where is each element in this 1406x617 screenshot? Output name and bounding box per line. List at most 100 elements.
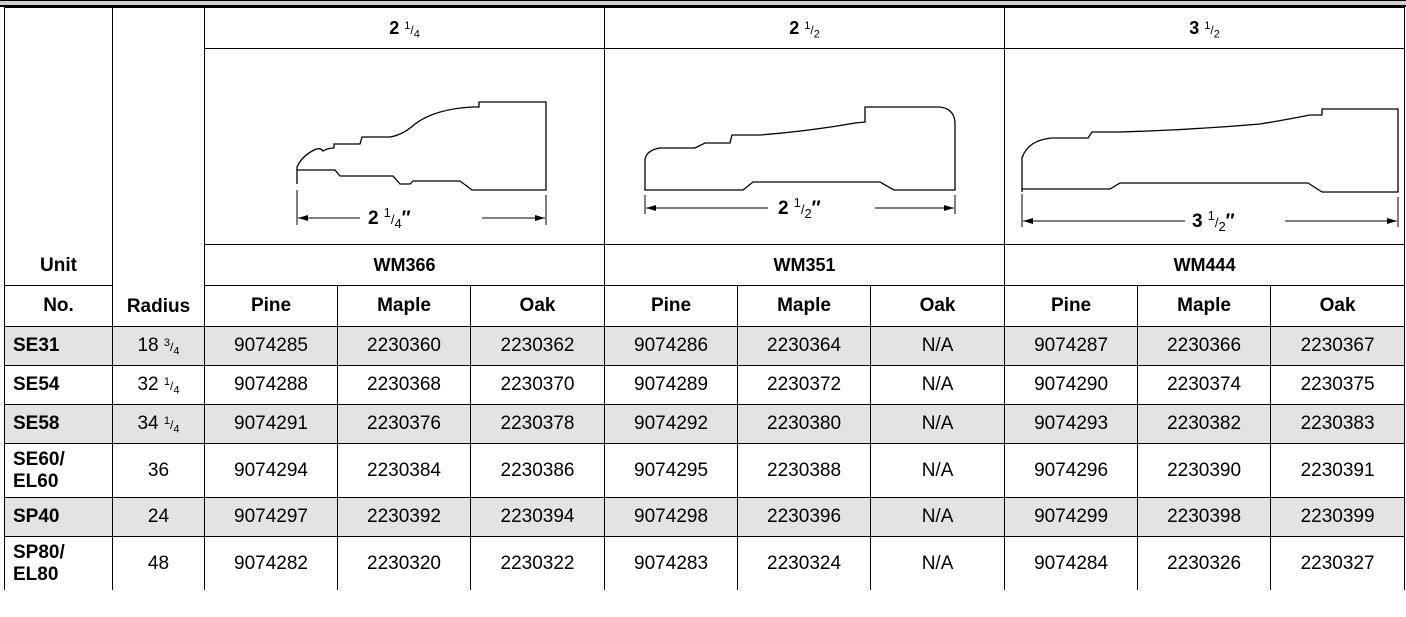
part-number: 9074286 — [604, 326, 739, 366]
profile-wm351: 2 1/2″ — [604, 48, 1006, 245]
radius-label: Radius — [126, 296, 191, 317]
part-number: 2230390 — [1137, 443, 1272, 498]
part-number: 9074297 — [204, 497, 338, 537]
model-header-row: WM366 WM351 WM444 — [5, 244, 1406, 286]
part-number: 2230375 — [1270, 365, 1406, 405]
wood-header-row: No. Pine Maple Oak Pine Maple Oak Pine M… — [4, 285, 1406, 327]
size-fraction: 1/2 — [804, 19, 820, 40]
table-row: SE58 34 1/4 9074291 2230376 2230378 9074… — [4, 404, 1406, 444]
profile-wm444: 3 1/2″ — [1004, 48, 1406, 245]
part-number: N/A — [870, 536, 1006, 590]
size-fraction: 1/2 — [1204, 19, 1220, 40]
molding-profile-drawing-wm444: 3 1/2″ — [1020, 107, 1399, 234]
part-number: 9074289 — [604, 365, 739, 405]
part-number: 2230320 — [337, 536, 471, 590]
unit-number: SE60/EL60 — [4, 443, 113, 498]
size-whole: 3 — [1189, 17, 1200, 38]
unit-number: SE54 — [4, 365, 113, 405]
size-fraction: 1/4 — [404, 19, 420, 40]
part-number: N/A — [870, 497, 1006, 537]
part-number: 2230372 — [737, 365, 872, 405]
table-row: SE60/EL60 36 9074294 2230384 2230386 907… — [4, 443, 1406, 498]
part-number: 9074292 — [604, 404, 739, 444]
part-number: 9074294 — [204, 443, 338, 498]
size-whole: 2 — [389, 17, 400, 38]
dimension-label: 2 1/2″ — [778, 195, 821, 221]
radius-value: 24 — [112, 497, 205, 537]
part-number: 2230386 — [469, 443, 606, 498]
wood-type-header: Maple — [737, 285, 872, 327]
part-number: 2230326 — [1137, 536, 1272, 590]
top-bar — [0, 0, 1406, 7]
casing-table: Unit Radius 2 1/4 2 1/2 3 1/2 — [4, 7, 1406, 590]
model-wm351: WM351 — [604, 244, 1006, 286]
part-number: N/A — [870, 326, 1006, 366]
part-number: 9074293 — [1004, 404, 1139, 444]
dimension-label: 3 1/2″ — [1192, 208, 1235, 234]
dimension-label: 2 1/4″ — [368, 205, 411, 231]
part-number: 9074283 — [604, 536, 739, 590]
part-number: 9074284 — [1004, 536, 1139, 590]
unit-no-header: Unit — [4, 7, 113, 286]
part-number: 2230382 — [1137, 404, 1272, 444]
wood-type-header: Oak — [1270, 285, 1406, 327]
part-number: 9074287 — [1004, 326, 1139, 366]
part-number: 2230376 — [337, 404, 471, 444]
part-number: 2230324 — [737, 536, 872, 590]
part-number: 2230380 — [737, 404, 872, 444]
wood-type-header: Oak — [469, 285, 606, 327]
part-number: 2230378 — [469, 404, 606, 444]
wood-type-header: Oak — [870, 285, 1006, 327]
unit-label-line1: Unit — [40, 255, 77, 277]
part-number: 2230388 — [737, 443, 872, 498]
radius-value: 36 — [112, 443, 205, 498]
unit-number: SE31 — [4, 326, 113, 366]
part-number: N/A — [870, 404, 1006, 444]
part-number: 2230366 — [1137, 326, 1272, 366]
table-row: SP80/EL80 48 9074282 2230320 2230322 907… — [4, 536, 1406, 590]
radius-header: Radius — [112, 7, 205, 327]
unit-no-label-line2: No. — [4, 285, 113, 327]
part-number: 9074298 — [604, 497, 739, 537]
wood-type-header: Maple — [1137, 285, 1272, 327]
wood-type-header: Maple — [337, 285, 471, 327]
part-number: 9074282 — [204, 536, 338, 590]
part-number: 2230368 — [337, 365, 471, 405]
part-number: 2230370 — [469, 365, 606, 405]
radius-value: 18 3/4 — [112, 326, 205, 366]
part-number: 2230391 — [1270, 443, 1406, 498]
part-number: 2230362 — [469, 326, 606, 366]
wood-type-header: Pine — [604, 285, 739, 327]
part-number: 9074295 — [604, 443, 739, 498]
part-number: N/A — [870, 443, 1006, 498]
part-number: 2230396 — [737, 497, 872, 537]
molding-profile-drawing-wm366: 2 1/4″ — [295, 100, 547, 231]
molding-profile-drawing-wm351: 2 1/2″ — [643, 105, 956, 221]
part-number: 2230327 — [1270, 536, 1406, 590]
part-number: 2230399 — [1270, 497, 1406, 537]
part-number: 9074285 — [204, 326, 338, 366]
part-number: 2230322 — [469, 536, 606, 590]
size-header-wm444: 3 1/2 — [1004, 7, 1406, 49]
part-number: 2230374 — [1137, 365, 1272, 405]
profile-drawing-row: 2 1/4″ 2 1/2″ — [5, 48, 1406, 245]
size-header-wm366: 2 1/4 — [203, 7, 606, 49]
size-header-wm351: 2 1/2 — [604, 7, 1006, 49]
unit-number: SP80/EL80 — [4, 536, 113, 590]
part-number: N/A — [870, 365, 1006, 405]
table-row: SE31 18 3/4 9074285 2230360 2230362 9074… — [4, 326, 1406, 366]
profile-wm366: 2 1/4″ — [203, 48, 606, 245]
part-number: 2230383 — [1270, 404, 1406, 444]
model-wm444: WM444 — [1004, 244, 1406, 286]
size-whole: 2 — [789, 17, 800, 38]
part-number: 9074299 — [1004, 497, 1139, 537]
unit-number: SP40 — [4, 497, 113, 537]
part-number: 9074296 — [1004, 443, 1139, 498]
table-row: SP40 24 9074297 2230392 2230394 9074298 … — [4, 497, 1406, 537]
part-number: 9074290 — [1004, 365, 1139, 405]
radius-value: 34 1/4 — [112, 404, 205, 444]
table-row: SE54 32 1/4 9074288 2230368 2230370 9074… — [4, 365, 1406, 405]
part-number: 2230367 — [1270, 326, 1406, 366]
radius-value: 32 1/4 — [112, 365, 205, 405]
part-number: 2230360 — [337, 326, 471, 366]
